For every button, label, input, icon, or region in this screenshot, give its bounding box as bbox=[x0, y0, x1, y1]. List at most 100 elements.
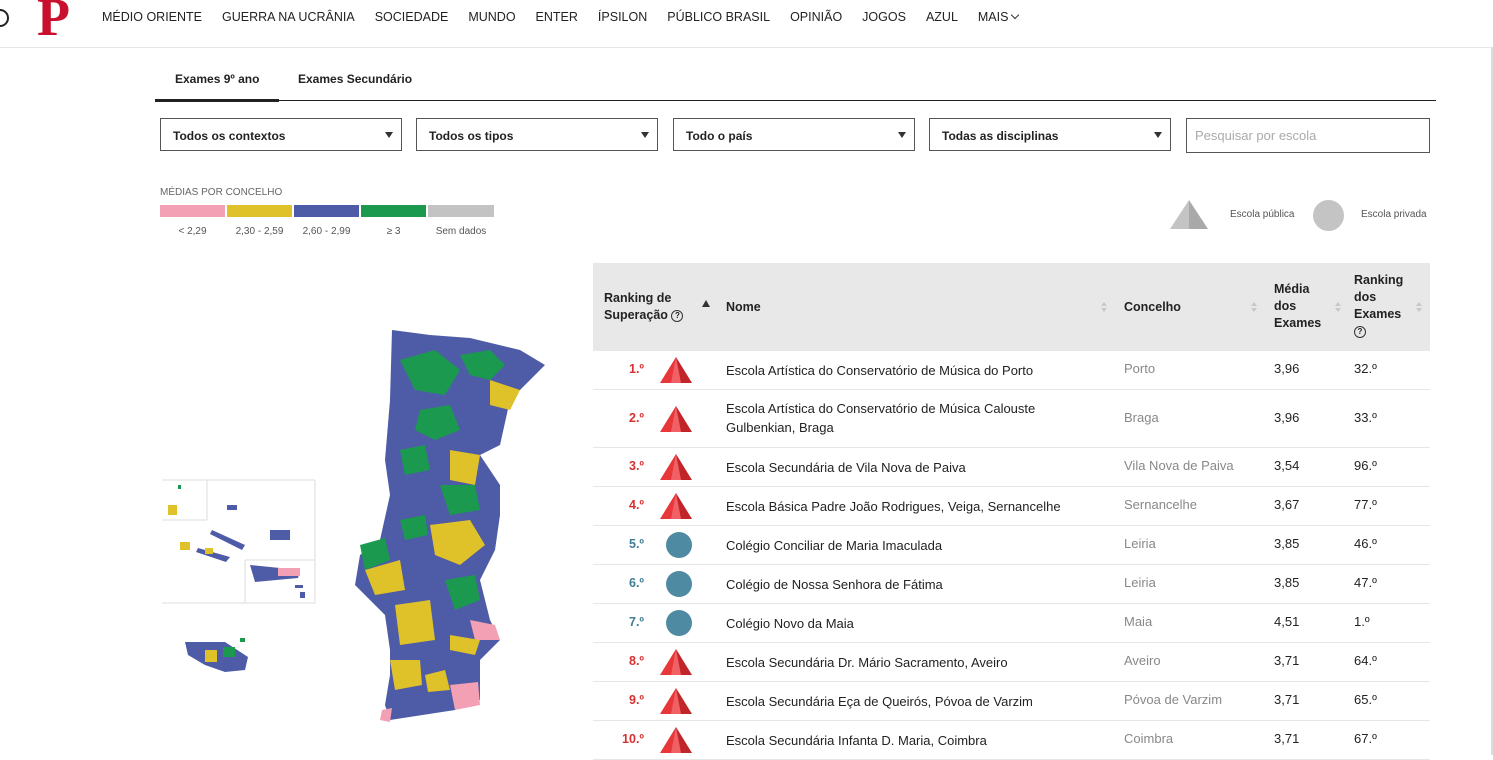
table-row[interactable]: 5.º Colégio Conciliar de Maria Imaculada L… bbox=[593, 526, 1430, 565]
ranking-exames-cell: 96.º bbox=[1354, 458, 1377, 473]
header-media-exames[interactable]: Média dos Exames bbox=[1274, 282, 1322, 330]
table-row[interactable]: 4.º Escola Básica Padre João Rodrigues, V… bbox=[593, 487, 1430, 526]
school-search-input[interactable] bbox=[1186, 118, 1430, 153]
table-header: Ranking de Superação ? Nome Concelho Méd… bbox=[593, 263, 1430, 351]
table-row[interactable]: 6.º Colégio de Nossa Senhora de Fátima Lei… bbox=[593, 565, 1430, 604]
legend-swatch-gte-3 bbox=[361, 205, 426, 217]
concelho-cell: Braga bbox=[1124, 410, 1159, 425]
header-ranking-exames[interactable]: Ranking dos Exames ? bbox=[1354, 272, 1414, 340]
escola-publica-pyramid-icon bbox=[659, 405, 693, 436]
legend-label: Sem dados bbox=[435, 226, 487, 237]
header-ranking-superacao[interactable]: Ranking de Superação ? bbox=[604, 290, 684, 324]
legend-swatch-lt-229 bbox=[160, 205, 225, 217]
escola-privada-circle-icon bbox=[1313, 200, 1344, 231]
contexto-select-value: Todos os contextos bbox=[173, 129, 286, 143]
help-icon[interactable]: ? bbox=[671, 309, 684, 322]
school-name[interactable]: Colégio Novo da Maia bbox=[726, 616, 854, 631]
nav-item[interactable]: OPINIÃO bbox=[790, 10, 843, 24]
ranking-table: Ranking de Superação ? Nome Concelho Méd… bbox=[593, 263, 1430, 760]
header-concelho[interactable]: Concelho bbox=[1124, 300, 1181, 314]
school-name[interactable]: Escola Artística do Conservatório de Mús… bbox=[726, 363, 1034, 378]
table-row[interactable]: 3.º Escola Secundária de Vila Nova de Pai… bbox=[593, 448, 1430, 487]
rank-cell: 5.º bbox=[629, 537, 644, 551]
header-ranking-exames-label: Ranking dos Exames bbox=[1354, 273, 1404, 321]
sort-icon[interactable] bbox=[1101, 302, 1107, 312]
media-cell: 3,96 bbox=[1274, 361, 1300, 376]
media-cell: 3,67 bbox=[1274, 497, 1300, 512]
nav-item[interactable]: JOGOS bbox=[862, 10, 906, 24]
menu-circle-icon[interactable] bbox=[0, 9, 9, 27]
nav-item[interactable]: ENTER bbox=[535, 10, 578, 24]
media-cell: 3,71 bbox=[1274, 692, 1300, 707]
media-cell: 3,54 bbox=[1274, 458, 1300, 473]
nav-item[interactable]: MÉDIO ORIENTE bbox=[102, 10, 203, 24]
school-name[interactable]: Escola Secundária de Vila Nova de Paiva bbox=[726, 460, 966, 475]
escola-publica-pyramid-icon bbox=[659, 356, 693, 387]
nav-item[interactable]: MUNDO bbox=[468, 10, 516, 24]
media-cell: 3,71 bbox=[1274, 653, 1300, 668]
table-row[interactable]: 1.º Escola Artística do Conservatório de … bbox=[593, 351, 1430, 390]
school-name[interactable]: Escola Secundária Eça de Queirós, Póvoa … bbox=[726, 694, 1033, 709]
escola-privada-circle-icon bbox=[666, 610, 692, 636]
regiao-select[interactable]: Todo o país bbox=[673, 118, 915, 151]
school-name[interactable]: Escola Secundária Dr. Mário Sacramento, … bbox=[726, 655, 1008, 670]
publico-logo[interactable]: P bbox=[37, 0, 70, 47]
header-ranking-label-1: Ranking de bbox=[604, 291, 672, 305]
concelho-cell: Vila Nova de Paiva bbox=[1124, 458, 1234, 473]
legend-label: < 2,29 bbox=[178, 226, 207, 237]
disciplina-select-value: Todas as disciplinas bbox=[942, 129, 1059, 143]
table-row[interactable]: 9.º Escola Secundária Eça de Queirós, Póv… bbox=[593, 682, 1430, 721]
header-nome[interactable]: Nome bbox=[726, 300, 761, 314]
legend-label: 2,30 - 2,59 bbox=[235, 226, 284, 237]
nav-item[interactable]: ÍPSILON bbox=[597, 10, 648, 24]
media-cell: 3,85 bbox=[1274, 536, 1300, 551]
legend-swatch-sem-dados bbox=[428, 205, 494, 217]
table-row[interactable]: 7.º Colégio Novo da Maia Maia 4,51 1.º bbox=[593, 604, 1430, 643]
school-name[interactable]: Colégio de Nossa Senhora de Fátima bbox=[726, 577, 943, 592]
school-name[interactable]: Colégio Conciliar de Maria Imaculada bbox=[726, 538, 943, 553]
help-icon[interactable]: ? bbox=[1354, 325, 1366, 338]
sort-ascending-icon[interactable] bbox=[702, 300, 710, 307]
school-name[interactable]: Escola Artística do Conservatório de Mús… bbox=[726, 401, 1036, 435]
disciplina-select[interactable]: Todas as disciplinas bbox=[929, 118, 1171, 151]
school-name[interactable]: Escola Secundária Infanta D. Maria, Coim… bbox=[726, 733, 987, 748]
escola-publica-pyramid-icon bbox=[659, 726, 693, 757]
nav-item[interactable]: AZUL bbox=[925, 10, 958, 24]
concelho-cell: Porto bbox=[1124, 361, 1156, 376]
escola-publica-pyramid-icon bbox=[659, 453, 693, 484]
portugal-municipalities-map[interactable] bbox=[160, 320, 560, 740]
tipo-select[interactable]: Todos os tipos bbox=[416, 118, 658, 151]
media-cell: 3,96 bbox=[1274, 410, 1300, 425]
ranking-exames-cell: 1.º bbox=[1354, 614, 1370, 629]
ranking-exames-cell: 64.º bbox=[1354, 653, 1377, 668]
table-row[interactable]: 10.º Escola Secundária Infanta D. Maria, … bbox=[593, 721, 1430, 760]
concelho-cell: Maia bbox=[1124, 614, 1153, 629]
tipo-select-value: Todos os tipos bbox=[429, 129, 514, 143]
concelho-cell: Sernancelhe bbox=[1124, 497, 1197, 512]
sort-icon[interactable] bbox=[1335, 302, 1341, 312]
header-ranking-label-2: Superação bbox=[604, 308, 668, 322]
escola-publica-pyramid-icon bbox=[659, 687, 693, 718]
sort-icon[interactable] bbox=[1416, 302, 1422, 312]
nav-item[interactable]: GUERRA NA UCRÂNIA bbox=[222, 10, 355, 24]
nav-more-menu[interactable]: MAIS bbox=[978, 10, 1020, 24]
school-name[interactable]: Escola Básica Padre João Rodrigues, Veig… bbox=[726, 499, 1061, 514]
tab-exames-9-ano[interactable]: Exames 9º ano bbox=[154, 72, 280, 102]
dropdown-arrow-icon bbox=[898, 132, 906, 138]
concelho-cell: Póvoa de Varzim bbox=[1124, 692, 1223, 707]
nav-item[interactable]: SOCIEDADE bbox=[374, 10, 449, 24]
sort-icon[interactable] bbox=[1251, 302, 1257, 312]
escola-publica-pyramid-icon bbox=[659, 648, 693, 679]
exam-tabs: Exames 9º ano Exames Secundário bbox=[154, 62, 1436, 102]
concelho-cell: Aveiro bbox=[1124, 653, 1161, 668]
table-row[interactable]: 8.º Escola Secundária Dr. Mário Sacrament… bbox=[593, 643, 1430, 682]
concelho-cell: Leiria bbox=[1124, 536, 1156, 551]
legend-swatch-230-259 bbox=[227, 205, 292, 217]
table-body: 1.º Escola Artística do Conservatório de … bbox=[593, 351, 1430, 760]
table-row[interactable]: 2.º Escola Artística do Conservatório de … bbox=[593, 390, 1430, 448]
nav-item[interactable]: PÚBLICO BRASIL bbox=[667, 10, 771, 24]
contexto-select[interactable]: Todos os contextos bbox=[160, 118, 402, 151]
page-scrollbar[interactable] bbox=[1491, 47, 1493, 755]
tab-exames-secundario[interactable]: Exames Secundário bbox=[298, 72, 413, 86]
rank-cell: 10.º bbox=[622, 732, 644, 746]
